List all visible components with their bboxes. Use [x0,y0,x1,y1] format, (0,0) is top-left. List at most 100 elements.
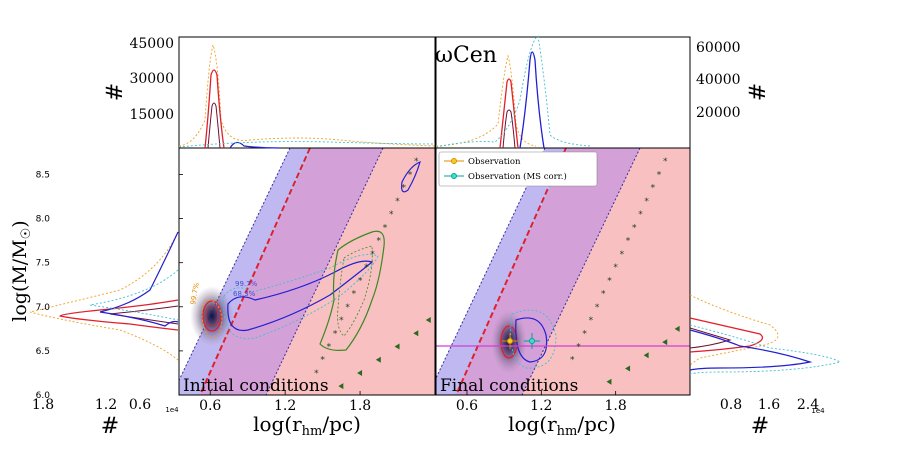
observation-point [502,333,518,349]
xtick-label: 1.2 [274,398,296,414]
star-marker: * [620,250,625,260]
ytick-30000: 30000 [129,71,174,87]
triangle-marker [357,369,363,376]
xtick-1.2: 1.2 [95,397,117,413]
ytick-label: 7.0 [36,303,51,313]
xtick-0.6: 0.6 [129,397,151,413]
star-marker: * [414,157,419,167]
ytick-label: 6.0 [36,391,51,401]
xtick-1.6: 1.6 [758,397,780,413]
left-histogram: 1.8 1.2 0.6 1e4 # [29,231,179,439]
ytick-label: 8.0 [36,215,51,225]
green-contour [319,230,385,351]
right-histogram: 0.8 1.6 2.4 1e4 # [689,294,842,439]
xtick-label: 0.6 [456,398,478,414]
star-marker: * [364,263,369,273]
xlabel-right: log(rhm/pc) [508,412,616,439]
chart-title: ωCen [435,43,497,68]
star-marker: * [327,342,332,352]
star-marker: * [613,263,618,273]
xtick-0.8: 0.8 [720,397,742,413]
star-marker: * [638,210,643,220]
final-conditions-label: Final conditions [440,376,578,396]
y-axis-ticks: 6.0 6.5 7.0 7.5 8.0 8.5 [36,170,183,401]
x-axis-ticks: 0.6 1.2 1.8 0.6 1.2 1.8 [199,391,627,414]
star-marker: * [408,170,413,180]
xtick-label: 1.2 [530,398,552,414]
legend: Observation Observation (MS corr.) [438,151,598,187]
xtick-label: 1.8 [605,398,627,414]
triangle-marker [375,356,381,363]
top-left-histogram: 45000 30000 15000 # [103,36,436,149]
star-marker: * [644,197,649,207]
final-conditions-panel: **************** [436,148,690,395]
star-marker: * [395,197,400,207]
star-marker: * [607,276,612,286]
star-marker: * [595,303,600,313]
left-hist-xlabel: # [101,414,119,439]
contour-label-3: 99.7% [189,282,201,306]
star-marker: * [333,329,338,339]
left-hist-exponent: 1e4 [165,406,179,414]
xtick-2.4: 2.4 [797,397,819,413]
star-marker: * [601,290,606,300]
star-marker: * [383,223,388,233]
ytick-40000: 40000 [696,72,741,88]
ytick-label: 7.5 [36,259,50,269]
top-right-ylabel: # [746,83,771,101]
triangle-marker [338,383,344,390]
star-marker: * [651,184,656,194]
xtick-label: 1.8 [349,398,371,414]
initial-conditions-panel: 99.7% 68.3% 99.7% ***************** [179,148,435,395]
triangle-marker [413,330,419,337]
star-marker: * [389,210,394,220]
xtick-1.8: 1.8 [32,397,54,413]
initial-conditions-label: Initial conditions [183,376,329,396]
triangle-marker [394,343,400,350]
triangle-marker [425,317,431,324]
density-blob [190,286,234,346]
triangle-marker [606,378,612,385]
star-marker: * [370,250,375,260]
right-hist-exponent: 1e4 [811,407,825,415]
triangle-marker [625,365,631,372]
star-marker: * [570,356,575,366]
legend-observation: Observation [468,157,521,167]
purple-band [179,148,383,395]
ytick-20000: 20000 [696,105,741,121]
ylabel: log(M/M☉) [9,220,34,321]
star-marker: * [358,276,363,286]
xtick-label: 0.6 [199,398,221,414]
triangle-marker [662,339,668,346]
top-left-ylabel: # [103,83,128,101]
ytick-label: 6.5 [36,347,50,357]
observation-ms-corr-point [524,333,540,349]
contour-label-1: 99.7% [235,280,258,288]
star-marker: * [314,369,319,379]
star-marker: * [663,157,668,167]
star-marker: * [626,237,631,247]
star-marker: * [576,342,581,352]
red-dashed-line [199,148,311,395]
ytick-45000: 45000 [129,36,174,52]
top-right-histogram: 60000 40000 20000 # [435,35,771,149]
star-marker: * [377,237,382,247]
star-marker: * [339,316,344,326]
ytick-15000: 15000 [129,107,174,123]
star-marker: * [582,329,587,339]
star-marker: * [402,184,407,194]
star-marker: * [352,290,357,300]
star-marker: * [345,303,350,313]
contour-label-2: 68.3% [233,290,256,298]
star-marker: * [320,356,325,366]
blue-contour [227,260,374,332]
ytick-label: 8.5 [36,170,50,180]
star-marker: * [632,223,637,233]
ytick-60000: 60000 [696,40,741,56]
xlabel-left: log(rhm/pc) [253,412,361,439]
legend-observation-ms-corr: Observation (MS corr.) [468,171,567,182]
triangle-marker [674,325,680,332]
right-hist-xlabel: # [751,414,769,439]
triangle-marker [643,352,649,359]
